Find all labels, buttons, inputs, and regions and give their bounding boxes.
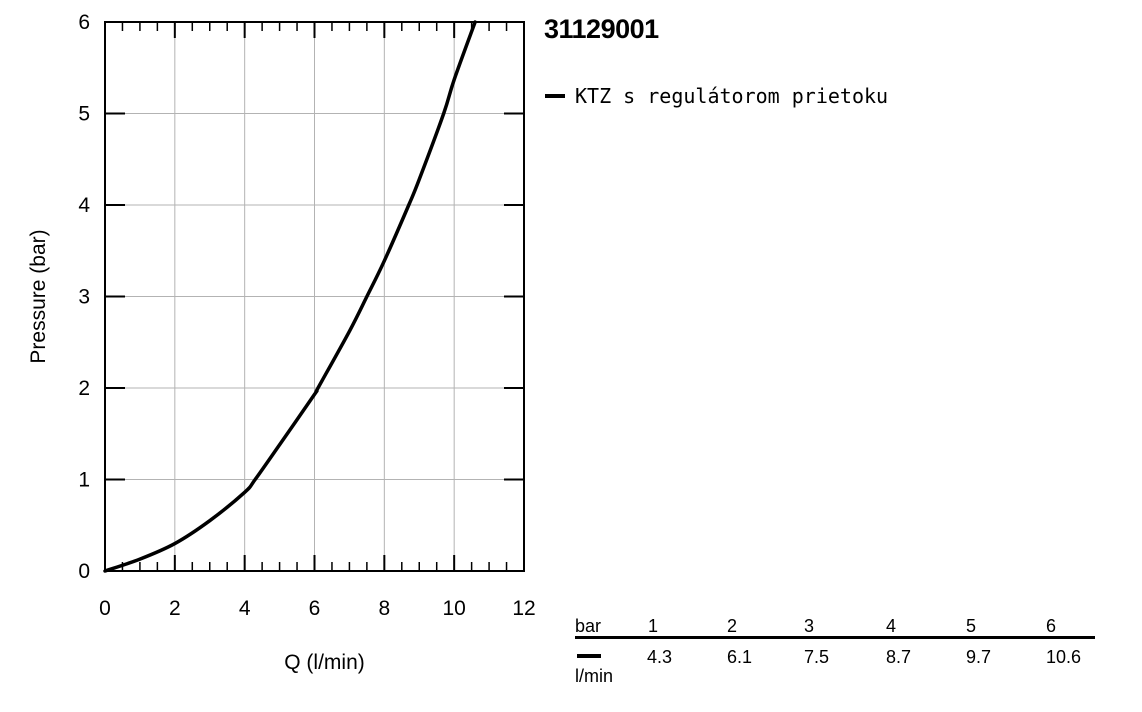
flow-table: bar l/min 1 2 3 4 5 6 4.3 6.1 7.5 8.7 9.7 10.6 — [575, 616, 1095, 696]
legend-swatch — [545, 94, 565, 98]
x-tick-label: 10 — [442, 597, 465, 620]
y-tick-label: 3 — [78, 286, 90, 309]
x-tick-label: 6 — [309, 597, 321, 620]
legend-label: KTZ s regulátorom prietoku — [575, 84, 889, 108]
grid-lines — [105, 22, 524, 571]
legend: KTZ s regulátorom prietoku — [545, 84, 888, 108]
flow-table-pressure: 3 — [804, 616, 815, 636]
y-tick-label: 0 — [78, 560, 90, 583]
y-tick-label: 2 — [78, 377, 90, 400]
x-axis-title: Q (l/min) — [284, 651, 365, 674]
x-tick-label: 12 — [512, 597, 535, 620]
series-lines — [103, 20, 477, 573]
flow-table-pressure: 4 — [886, 616, 897, 636]
y-tick-labels: 0 1 2 3 4 5 6 — [78, 11, 90, 583]
x-tick-label: 0 — [99, 597, 111, 620]
y-axis-title: Pressure (bar) — [27, 229, 50, 363]
x-tick-label: 4 — [239, 597, 251, 620]
flow-table-rule — [575, 636, 1095, 639]
x-tick-label: 2 — [169, 597, 181, 620]
product-code: 31129001 — [544, 14, 659, 44]
flow-table-pressure: 1 — [648, 616, 659, 636]
flow-table-unit-label: l/min — [575, 666, 614, 686]
flow-table-flow: 9.7 — [966, 647, 992, 667]
flow-table-flow: 7.5 — [804, 647, 830, 667]
y-tick-label: 4 — [78, 194, 90, 217]
series-line — [103, 20, 477, 573]
flow-table-flow: 10.6 — [1046, 647, 1082, 667]
flow-table-pressure: 6 — [1046, 616, 1057, 636]
flow-table-flow: 8.7 — [886, 647, 912, 667]
flow-table-header-label: bar — [575, 616, 602, 636]
plot-frame — [104, 21, 525, 572]
x-tick-labels: 0 2 4 6 8 10 12 — [99, 597, 536, 620]
flow-table-series-swatch — [577, 654, 601, 658]
flow-table-flow: 4.3 — [647, 647, 673, 667]
x-tick-label: 8 — [378, 597, 390, 620]
flow-table-pressure: 5 — [966, 616, 977, 636]
minor-ticks — [121, 22, 508, 571]
y-tick-label: 5 — [78, 103, 90, 126]
flow-table-flow: 6.1 — [727, 647, 753, 667]
y-tick-label: 6 — [78, 11, 90, 34]
y-tick-label: 1 — [78, 469, 90, 492]
flow-table-pressure: 2 — [727, 616, 738, 636]
